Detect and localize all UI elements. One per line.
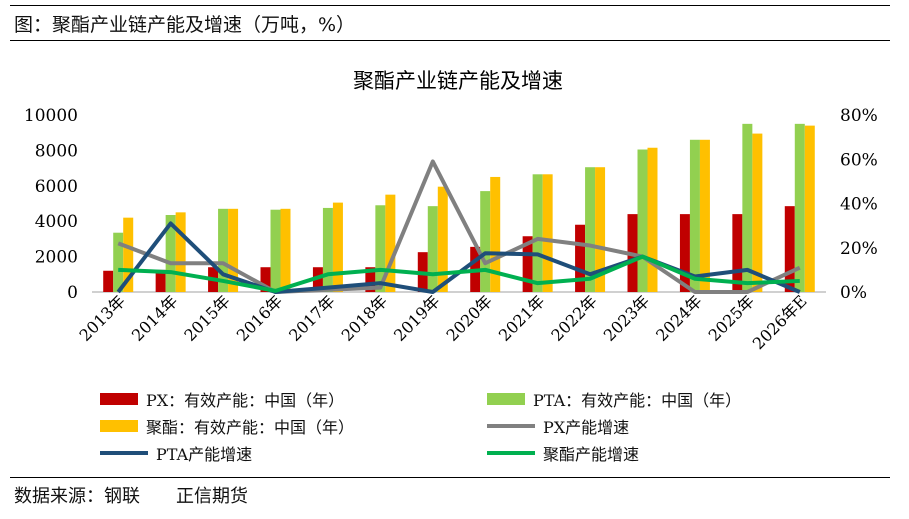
legend-pta-growth: PTA产能增速 <box>100 441 252 465</box>
bar-pta <box>532 174 543 292</box>
bar-pta <box>165 215 176 292</box>
y-right-tick-label: 80% <box>840 106 878 126</box>
legend-pta-capacity: PTA：有效产能：中国（年） <box>487 387 741 411</box>
bar-px <box>103 270 114 292</box>
x-tick-label: 2019年 <box>390 291 444 345</box>
legend-label: PX：有效产能：中国（年） <box>146 391 345 410</box>
bar-px <box>365 267 376 292</box>
caption-rule <box>10 40 890 41</box>
footer-rule <box>10 477 890 478</box>
bar-pta <box>427 206 438 292</box>
y-left-tick-label: 0 <box>67 283 78 303</box>
bar-px <box>784 206 795 292</box>
x-tick-label: 2013年 <box>75 291 129 345</box>
bar-polyester <box>699 139 710 292</box>
x-tick-label: 2016年 <box>233 291 287 345</box>
legend-swatch <box>487 451 535 455</box>
bar-pta <box>480 191 491 292</box>
bar-pta <box>375 205 386 292</box>
legend-polyester-capacity: 聚酯：有效产能：中国（年） <box>100 414 354 438</box>
x-tick-label: 2026年E <box>749 291 811 353</box>
top-rule <box>10 5 890 6</box>
bar-polyester <box>332 202 343 292</box>
bar-polyester <box>437 186 448 292</box>
bar-pta <box>113 232 124 292</box>
bar-px <box>732 214 743 292</box>
bar-polyester <box>228 208 239 292</box>
x-tick-label: 2014年 <box>128 291 182 345</box>
chart-title: 聚酯产业链产能及增速 <box>353 69 563 93</box>
bar-pta <box>322 207 333 292</box>
x-tick-label: 2017年 <box>285 291 339 345</box>
bar-polyester <box>123 217 134 292</box>
x-tick-label: 2020年 <box>442 291 496 345</box>
bar-px <box>522 236 533 292</box>
y-left-tick-label: 4000 <box>35 212 78 232</box>
legend-swatch <box>487 424 535 428</box>
legend-px-capacity: PX：有效产能：中国（年） <box>100 387 344 411</box>
x-tick-label: 2021年 <box>495 291 549 345</box>
bar-px <box>155 269 166 292</box>
bar-pta <box>218 208 229 292</box>
bar-polyester <box>280 208 291 292</box>
y-right-tick-label: 60% <box>840 150 878 170</box>
x-tick-label: 2022年 <box>547 291 601 345</box>
x-tick-label: 2025年 <box>705 291 759 345</box>
bar-pta <box>585 167 596 292</box>
legend-swatch <box>487 393 525 405</box>
x-tick-label: 2023年 <box>600 291 654 345</box>
figure-caption: 图：聚酯产业链产能及增速（万吨，%） <box>14 14 356 36</box>
chart: 聚酯产业链产能及增速 0 2000 4000 6000 8000 10000 0% 20% 40… <box>24 69 878 353</box>
y-left-tick-label: 10000 <box>24 106 78 126</box>
bar-polyester <box>385 194 396 292</box>
y-right-tick-label: 20% <box>840 239 878 259</box>
y-right-tick-label: 40% <box>840 195 878 215</box>
line-polyester-growth <box>118 254 800 293</box>
bar-polyester <box>752 133 763 292</box>
bar-px <box>260 267 271 292</box>
bar-polyester <box>804 125 815 293</box>
bar-px <box>679 214 690 292</box>
legend-swatch <box>100 393 138 405</box>
y-left-tick-label: 8000 <box>35 141 78 161</box>
line-px-growth <box>117 159 801 294</box>
legend-swatch <box>100 420 138 432</box>
bar-polyester <box>490 176 501 292</box>
y-right-tick-label: 0% <box>840 283 867 303</box>
bar-polyester <box>542 174 553 292</box>
legend-swatch <box>100 451 148 455</box>
bar-pta <box>794 123 805 292</box>
bar-polyester <box>175 212 186 292</box>
source-note: 数据来源：钢联 正信期货 <box>14 486 248 507</box>
x-tick-label: 2018年 <box>338 291 392 345</box>
bar-pta <box>637 149 648 292</box>
legend-label: PTA：有效产能：中国（年） <box>533 391 742 410</box>
legend-label: PX产能增速 <box>543 418 630 437</box>
legend-label: 聚酯产能增速 <box>543 445 640 464</box>
y-left-tick-label: 2000 <box>35 248 78 268</box>
x-tick-label: 2024年 <box>652 291 706 345</box>
bar-polyester <box>647 147 658 292</box>
bar-polyester <box>595 167 606 292</box>
bar-px <box>575 224 586 292</box>
legend-label: 聚酯：有效产能：中国（年） <box>146 418 355 437</box>
legend-polyester-growth: 聚酯产能增速 <box>487 441 639 465</box>
bar-pta <box>689 139 700 292</box>
bar-pta <box>742 123 753 292</box>
x-tick-label: 2015年 <box>180 291 234 345</box>
bar-pta <box>270 209 281 292</box>
legend-label: PTA产能增速 <box>156 445 253 464</box>
y-left-tick-label: 6000 <box>35 177 78 197</box>
bar-px <box>312 267 323 292</box>
legend-px-growth: PX产能增速 <box>487 414 629 438</box>
